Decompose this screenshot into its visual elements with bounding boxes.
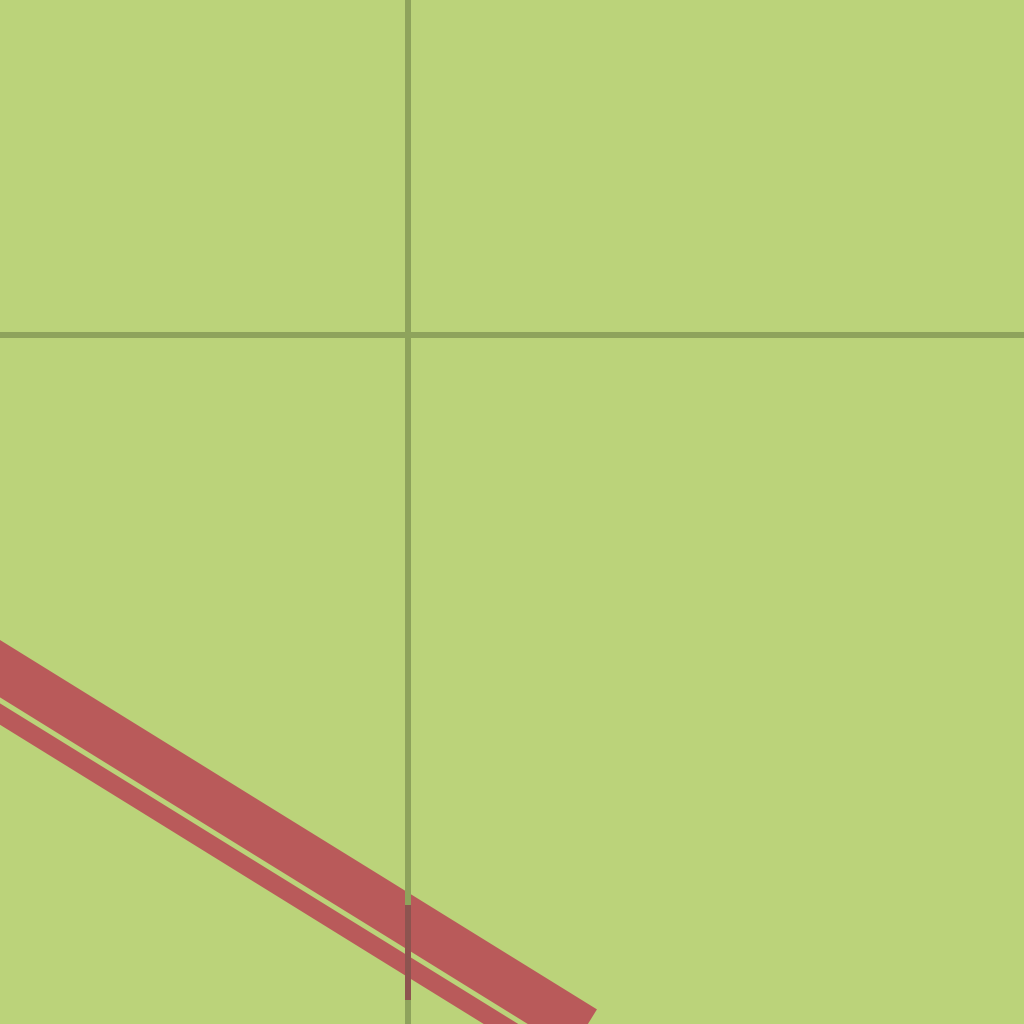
dual-carriageway-route[interactable] [0, 640, 597, 1024]
route-median [0, 697, 528, 1024]
route-carriageway [0, 640, 597, 1024]
